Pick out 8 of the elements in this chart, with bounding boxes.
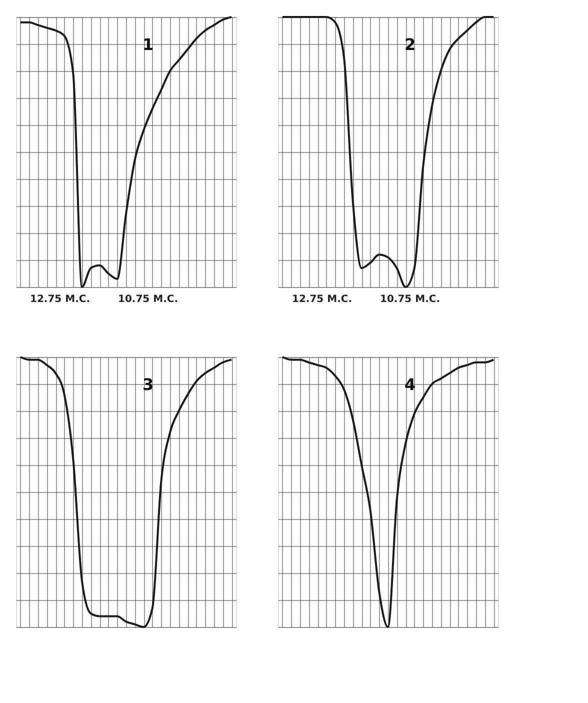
text: 10.75 M.C. xyxy=(118,294,178,305)
text: 12.75 M.C. xyxy=(30,294,90,305)
text: 2 xyxy=(404,35,416,54)
text: 4 xyxy=(404,375,416,394)
text: 3 xyxy=(142,375,154,394)
text: 10.75 M.C. xyxy=(380,294,440,305)
text: 1 xyxy=(142,35,154,54)
text: 12.75 M.C. xyxy=(292,294,352,305)
